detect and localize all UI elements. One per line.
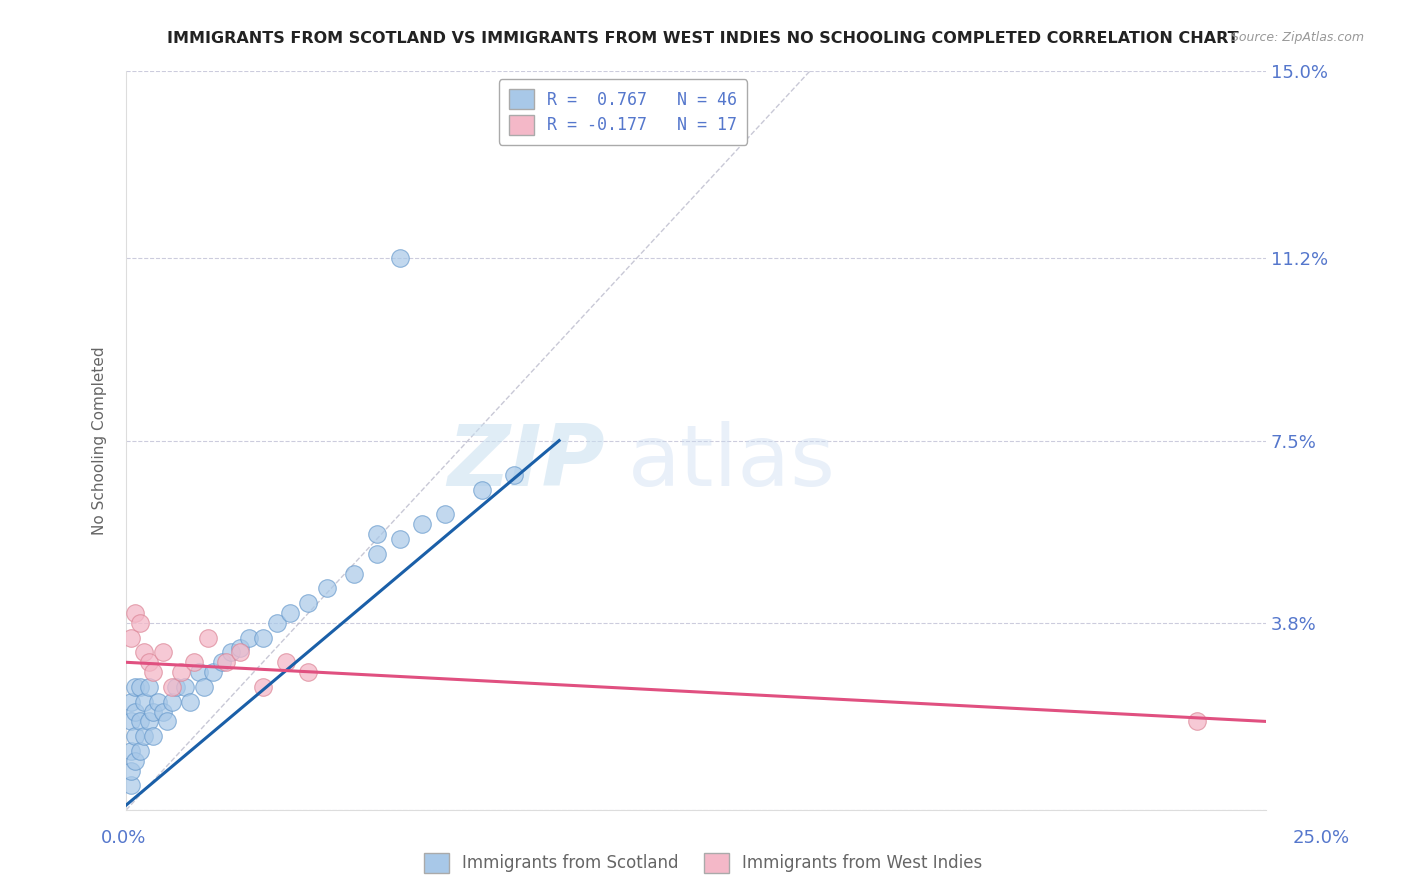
Text: ZIP: ZIP [447,421,605,504]
Point [1187,714,1209,729]
Point [211,655,233,669]
Point [315,582,337,596]
Point [138,655,160,669]
Point [471,483,494,497]
Point [266,615,288,630]
Y-axis label: No Schooling Completed: No Schooling Completed [93,346,107,535]
Point [134,695,156,709]
Point [229,645,252,659]
Point [120,764,142,778]
Text: Source: ZipAtlas.com: Source: ZipAtlas.com [1230,31,1364,45]
Point [174,680,197,694]
Point [201,665,224,680]
Point [188,665,211,680]
Point [120,714,142,729]
Point [124,729,146,743]
Point [128,714,150,729]
Point [142,705,165,719]
Text: 0.0%: 0.0% [101,829,146,847]
Point [138,680,160,694]
Point [156,714,179,729]
Point [152,645,174,659]
Point [252,631,274,645]
Point [366,527,388,541]
Point [219,645,242,659]
Point [366,547,388,561]
Point [165,680,187,694]
Point [124,680,146,694]
Point [160,695,183,709]
Point [128,680,150,694]
Point [183,655,205,669]
Text: IMMIGRANTS FROM SCOTLAND VS IMMIGRANTS FROM WEST INDIES NO SCHOOLING COMPLETED C: IMMIGRANTS FROM SCOTLAND VS IMMIGRANTS F… [167,31,1239,46]
Point [170,665,193,680]
Point [134,645,156,659]
Point [124,606,146,620]
Point [388,252,411,266]
Point [120,695,142,709]
Point [142,665,165,680]
Point [120,744,142,758]
Point [120,631,142,645]
Point [238,631,260,645]
Point [252,680,274,694]
Point [124,705,146,719]
Point [193,680,215,694]
Point [388,532,411,546]
Point [134,729,156,743]
Point [278,606,301,620]
Point [197,631,219,645]
Point [160,680,183,694]
Point [152,705,174,719]
Point [343,566,366,581]
Point [502,468,524,483]
Point [128,615,150,630]
Legend: Immigrants from Scotland, Immigrants from West Indies: Immigrants from Scotland, Immigrants fro… [418,847,988,880]
Point [411,517,433,532]
Point [120,779,142,793]
Point [274,655,297,669]
Point [146,695,169,709]
Text: 25.0%: 25.0% [1294,829,1350,847]
Point [229,640,252,655]
Point [434,508,457,522]
Point [179,695,201,709]
Point [297,665,319,680]
Point [138,714,160,729]
Point [128,744,150,758]
Text: atlas: atlas [627,421,835,504]
Legend: R =  0.767   N = 46, R = -0.177   N = 17: R = 0.767 N = 46, R = -0.177 N = 17 [499,79,748,145]
Point [297,596,319,610]
Point [215,655,238,669]
Point [142,729,165,743]
Point [124,754,146,768]
